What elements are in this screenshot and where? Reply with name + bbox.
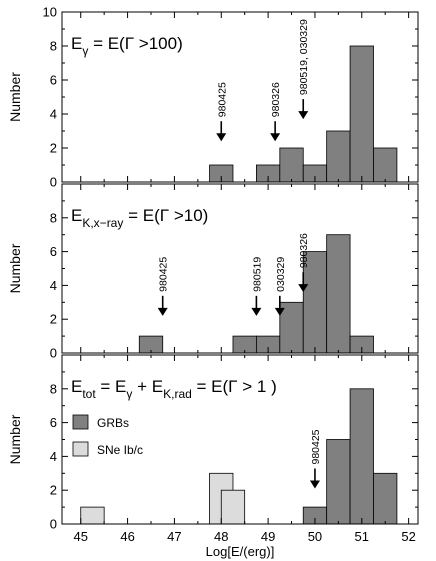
bar-panel3-sne-2 [220,489,246,525]
title-part: K,rad [163,387,192,401]
title-part: γ [82,44,88,58]
y-tick-label: 2 [50,312,57,327]
bar-panel1-grb-5 [349,45,374,183]
panel-1-title: Eγ = E(Γ >100) [71,34,183,58]
title-part: E [71,34,82,53]
bar-panel1-grb-2 [279,147,304,183]
title-part: E [71,206,82,225]
annotation-label: 030329 [275,257,287,292]
y-tick-label: 2 [50,483,57,498]
x-tick-label: 49 [261,529,275,544]
annotation-label: 980519, 030329 [298,19,310,95]
y-tick-label: 0 [50,517,57,532]
legend-swatch-sne [72,441,89,457]
annotation-label: 980326 [298,233,310,268]
y-tick-label: 4 [50,278,57,293]
y-tick-label: 0 [50,346,57,361]
annotation-arrow-head [274,307,285,316]
y-tick-label: 4 [50,449,57,464]
title-part: = E [96,377,127,396]
bar-panel3-grb-2 [349,388,374,525]
annotation-label: 980519 [251,257,263,292]
bar-panel3-grb-3 [373,472,398,525]
x-tick-label: 52 [401,529,415,544]
annotation-label: 980425 [310,429,322,464]
annotation-arrow-head [251,307,262,316]
y-tick-label: 2 [50,141,57,156]
annotation-arrow-head [216,133,227,142]
panel-2-title: EK,x−ray = E(Γ >10) [71,206,208,230]
annotation-arrow-head [309,480,320,489]
annotation-arrow-head [298,111,309,120]
y-tick-label: 0 [50,175,57,190]
y-axis-label: Number [7,414,23,464]
x-tick-label: 51 [355,529,369,544]
x-tick-label: 47 [167,529,181,544]
title-part: + E [132,377,163,396]
annotation-arrow-head [157,307,168,316]
title-part: = E(Γ > 1 ) [192,377,277,396]
bar-panel2-grb-5 [326,234,351,354]
y-tick-label: 10 [43,5,57,20]
bar-panel3-grb-1 [326,439,351,525]
title-part: = E(Γ >100) [88,34,182,53]
y-tick-label: 6 [50,73,57,88]
y-tick-label: 8 [50,381,57,396]
annotation-label: 980326 [270,82,282,117]
panel-3-title: Etot = Eγ + EK,rad = E(Γ > 1 ) [71,377,277,401]
annotation-label: 980425 [158,257,170,292]
annotation-arrow-head [270,133,281,142]
y-tick-label: 8 [50,39,57,54]
legend-label-grb: GRBs [97,416,129,430]
legend-swatch-grb [72,414,89,430]
legend-label-sne: SNe Ib/c [97,443,143,457]
y-tick-label: 4 [50,107,57,122]
annotation-arrow-head [298,284,309,293]
x-tick-label: 45 [74,529,88,544]
panel-2-frame [61,183,419,354]
title-part: tot [82,387,96,401]
bar-panel1-grb-4 [326,130,351,183]
bar-panel1-grb-6 [373,147,398,183]
annotation-label: 980425 [216,82,228,117]
bar-panel3-sne-0 [80,506,105,525]
x-tick-label: 46 [120,529,134,544]
y-tick-label: 8 [50,210,57,225]
title-part: E [71,377,82,396]
title-part: K,x−ray [82,216,123,230]
x-tick-label: 50 [308,529,322,544]
title-part: γ [126,387,132,401]
y-axis-label: Number [7,72,23,122]
x-tick-label: 48 [214,529,228,544]
x-axis-label: Log[E/(erg)] [206,544,275,559]
y-axis-label: Number [7,243,23,293]
title-part: = E(Γ >10) [123,206,208,225]
y-tick-label: 6 [50,244,57,259]
y-tick-label: 6 [50,415,57,430]
